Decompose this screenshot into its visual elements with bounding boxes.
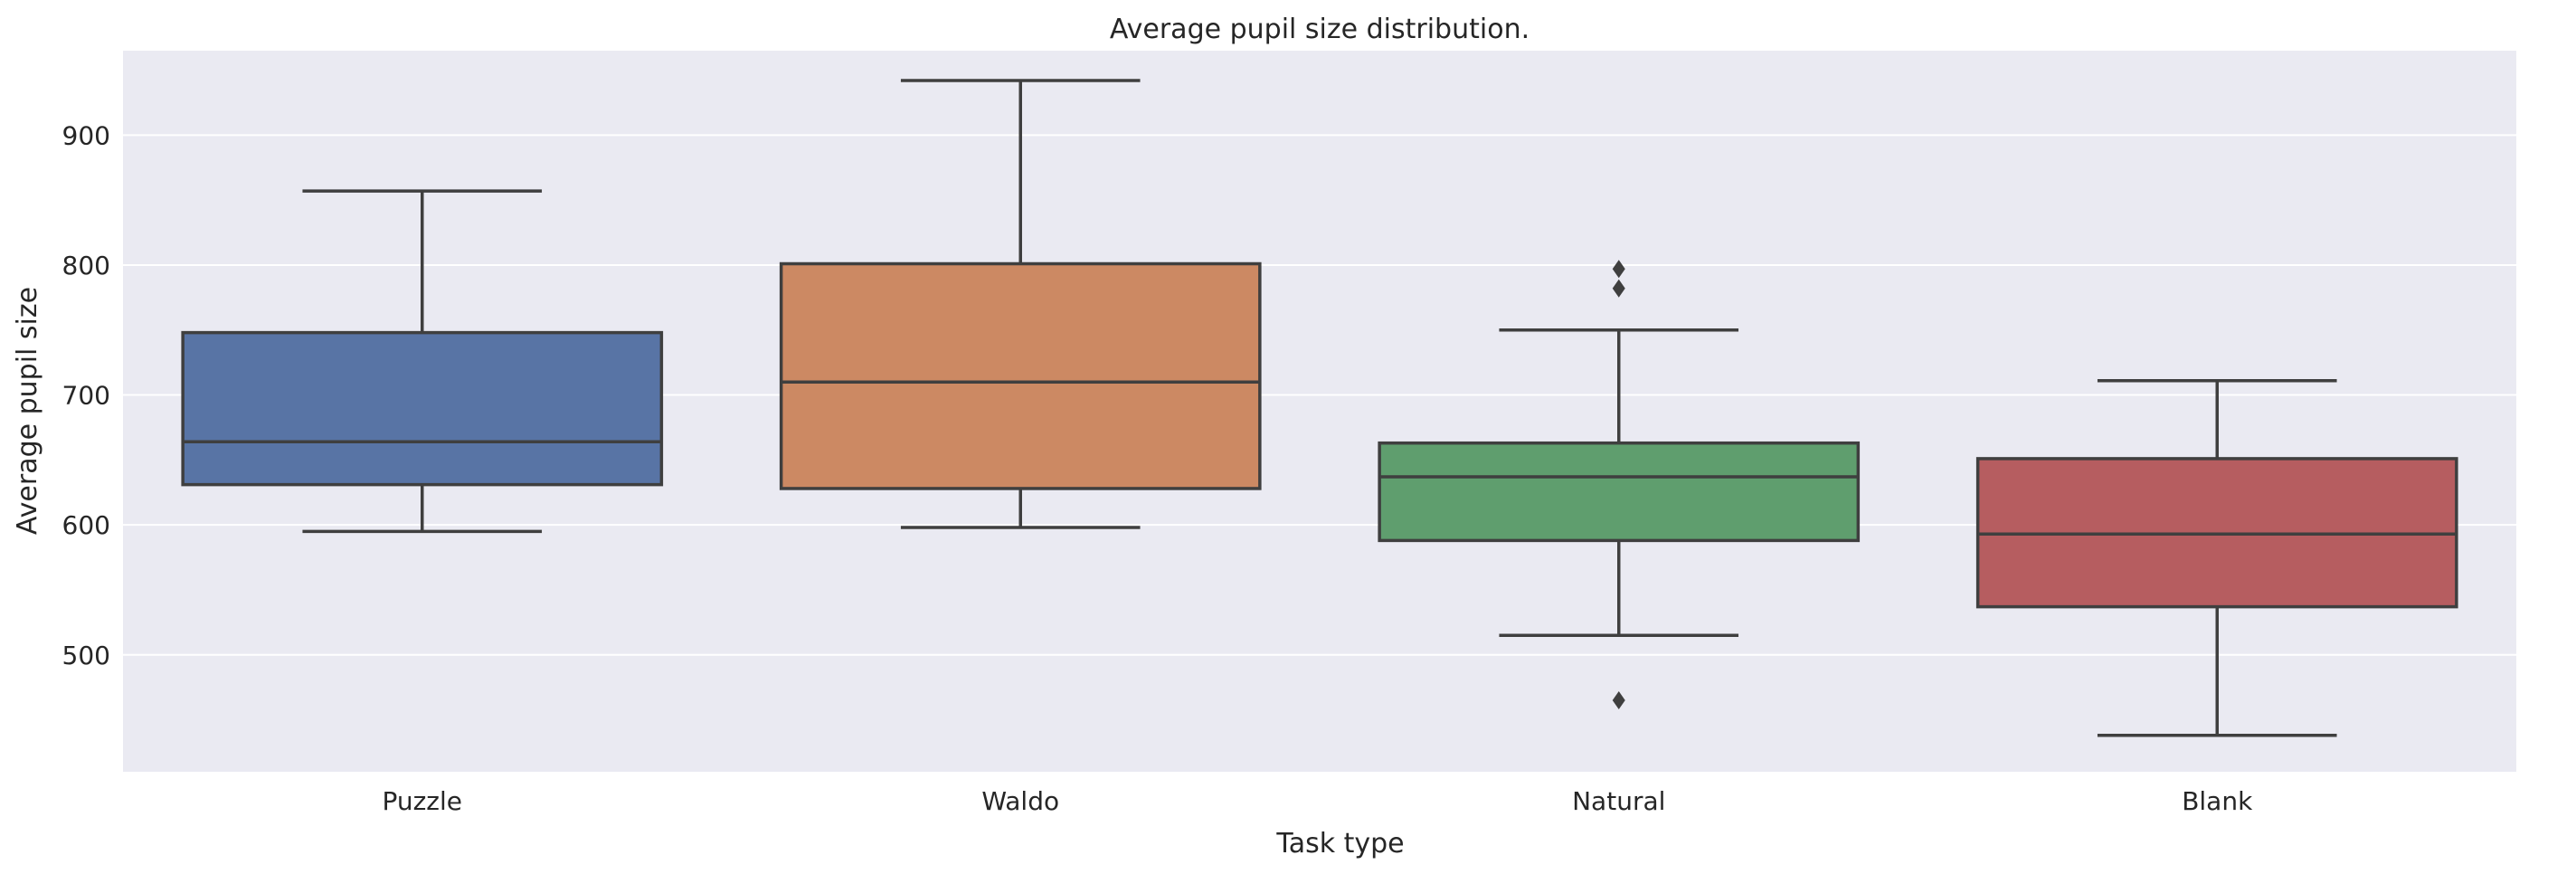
outlier-point — [1612, 260, 1625, 279]
box-natural — [1378, 260, 1861, 710]
y-tick-label: 500 — [62, 641, 110, 670]
box-waldo — [779, 79, 1262, 529]
x-tick-label: Natural — [1572, 786, 1665, 816]
y-tick-label: 700 — [62, 381, 110, 411]
boxes — [181, 79, 2458, 737]
y-tick-label: 800 — [62, 251, 110, 280]
box-puzzle — [181, 189, 664, 534]
box-iqr — [779, 261, 1262, 490]
box-blank — [1975, 379, 2458, 737]
x-tick-label: Blank — [2182, 786, 2253, 816]
y-axis-label: Average pupil size — [12, 287, 43, 535]
y-tick-label: 900 — [62, 120, 110, 150]
outlier-point — [1612, 691, 1625, 710]
x-axis-label: Task type — [1275, 828, 1404, 860]
y-tick-label: 600 — [62, 510, 110, 540]
x-tick-label: Waldo — [981, 786, 1059, 816]
box-iqr — [181, 330, 664, 487]
chart-title: Average pupil size distribution. — [1110, 14, 1530, 45]
y-tick-labels: 500 600 700 800 900 — [62, 120, 110, 670]
outlier-point — [1612, 279, 1625, 298]
box-iqr — [1378, 441, 1861, 543]
x-tick-labels: Puzzle Waldo Natural Blank — [382, 786, 2253, 816]
x-tick-label: Puzzle — [382, 786, 462, 816]
